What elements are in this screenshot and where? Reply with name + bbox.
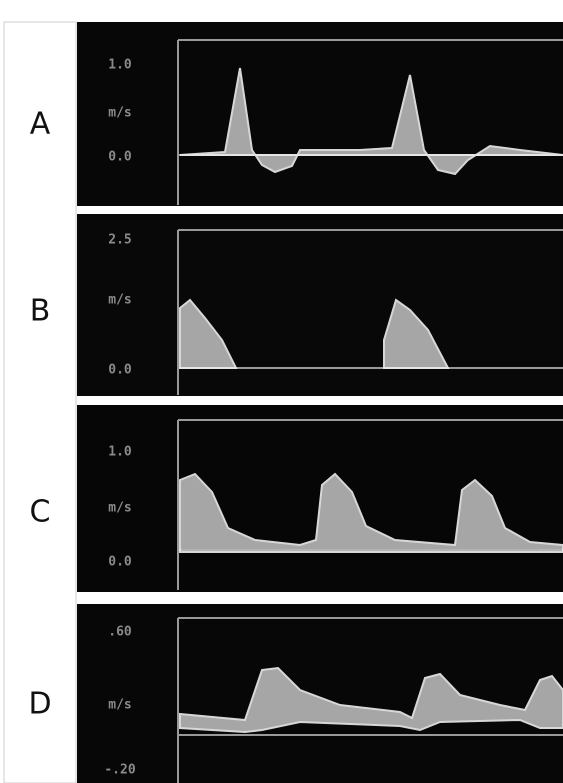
panel-c: C 1.0 m/s 0.0 bbox=[30, 405, 563, 592]
waveform bbox=[383, 298, 450, 369]
axis-label: 1.0 bbox=[108, 58, 132, 73]
axis-label: 0.0 bbox=[108, 150, 132, 165]
axis-label: 2.5 bbox=[108, 233, 131, 248]
panel-background bbox=[77, 22, 563, 206]
panel-background bbox=[77, 604, 563, 783]
axis-label: m/s bbox=[108, 501, 131, 516]
panel-a: A 1.0 m/s 0.0 bbox=[30, 22, 563, 206]
axis-label: m/s bbox=[108, 293, 131, 308]
panel-background bbox=[77, 214, 563, 396]
waveform bbox=[179, 472, 563, 553]
separator bbox=[77, 396, 563, 405]
axis-label: 1.0 bbox=[108, 445, 132, 460]
axis-label: -.20 bbox=[104, 763, 135, 778]
panel-label: A bbox=[30, 107, 51, 142]
label-strip bbox=[3, 21, 77, 783]
waveform bbox=[179, 298, 238, 369]
axis-label: m/s bbox=[108, 106, 131, 121]
waveform bbox=[179, 67, 563, 176]
axis-label: m/s bbox=[108, 698, 131, 713]
panel-label: B bbox=[30, 294, 51, 329]
axis-label: 0.0 bbox=[108, 363, 132, 378]
waveform bbox=[179, 666, 563, 734]
axis-label: .60 bbox=[108, 625, 132, 640]
axis bbox=[177, 229, 563, 395]
separator bbox=[77, 206, 563, 214]
panel-d: D .60 m/s -.20 bbox=[28, 604, 563, 783]
separator bbox=[77, 592, 563, 604]
panel-label: D bbox=[28, 687, 51, 722]
panel-label: C bbox=[30, 495, 51, 530]
axis bbox=[177, 617, 563, 783]
axis-label: 0.0 bbox=[108, 555, 132, 570]
panel-b: B 2.5 m/s 0.0 bbox=[30, 214, 563, 396]
